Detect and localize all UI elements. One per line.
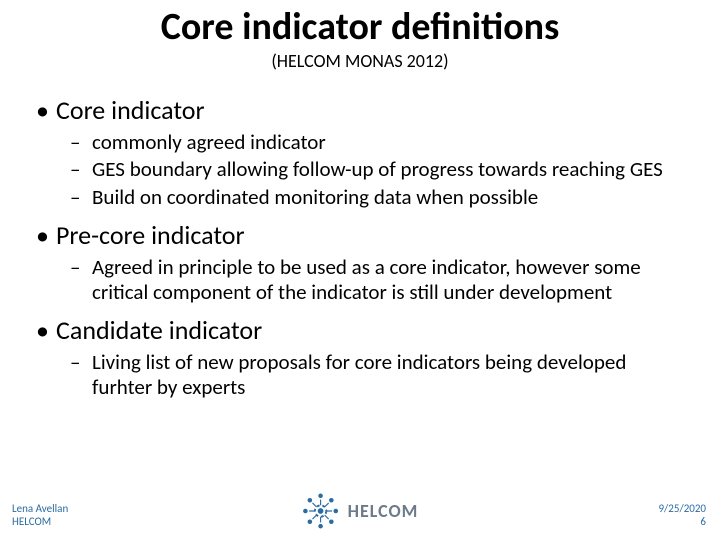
footer-right: 9/25/2020 6: [658, 502, 706, 528]
bullet-list-l2: Living list of new proposals for core in…: [56, 350, 690, 401]
slide-title: Core indicator definitions: [30, 8, 690, 48]
helcom-logo-icon: [302, 492, 340, 530]
top-strip: [0, 0, 720, 6]
list-item: Build on coordinated monitoring data whe…: [56, 185, 690, 211]
slide-footer: Lena Avellan HELCOM: [0, 486, 720, 534]
section-heading: Candidate indicator: [56, 314, 262, 346]
bullet-list-l2: Agreed in principle to be used as a core…: [56, 255, 690, 306]
slide-number: 6: [658, 515, 706, 528]
slide: Core indicator definitions (HELCOM MONAS…: [0, 0, 720, 540]
slide-content: Core indicator commonly agreed indicator…: [30, 96, 690, 401]
section-core-indicator: Core indicator commonly agreed indicator…: [30, 96, 690, 211]
footer-date: 9/25/2020: [658, 502, 706, 515]
footer-left: Lena Avellan HELCOM: [12, 502, 68, 528]
bullet-list-l2: commonly agreed indicator GES boundary a…: [56, 130, 690, 211]
list-item: Agreed in principle to be used as a core…: [56, 255, 690, 306]
section-heading: Pre-core indicator: [56, 219, 245, 251]
list-item: GES boundary allowing follow-up of progr…: [56, 157, 690, 183]
slide-subtitle: (HELCOM MONAS 2012): [30, 50, 690, 72]
section-pre-core-indicator: Pre-core indicator Agreed in principle t…: [30, 221, 690, 306]
list-item: commonly agreed indicator: [56, 130, 690, 156]
bullet-list-l1: Core indicator commonly agreed indicator…: [30, 96, 690, 401]
footer-logo: HELCOM: [302, 492, 419, 530]
list-item: Living list of new proposals for core in…: [56, 350, 690, 401]
footer-logo-text: HELCOM: [348, 500, 419, 522]
section-heading: Core indicator: [56, 94, 205, 126]
footer-org: HELCOM: [12, 515, 68, 528]
section-candidate-indicator: Candidate indicator Living list of new p…: [30, 316, 690, 401]
footer-author: Lena Avellan: [12, 502, 68, 515]
title-row: (HELCOM MONAS 2012): [30, 50, 690, 86]
